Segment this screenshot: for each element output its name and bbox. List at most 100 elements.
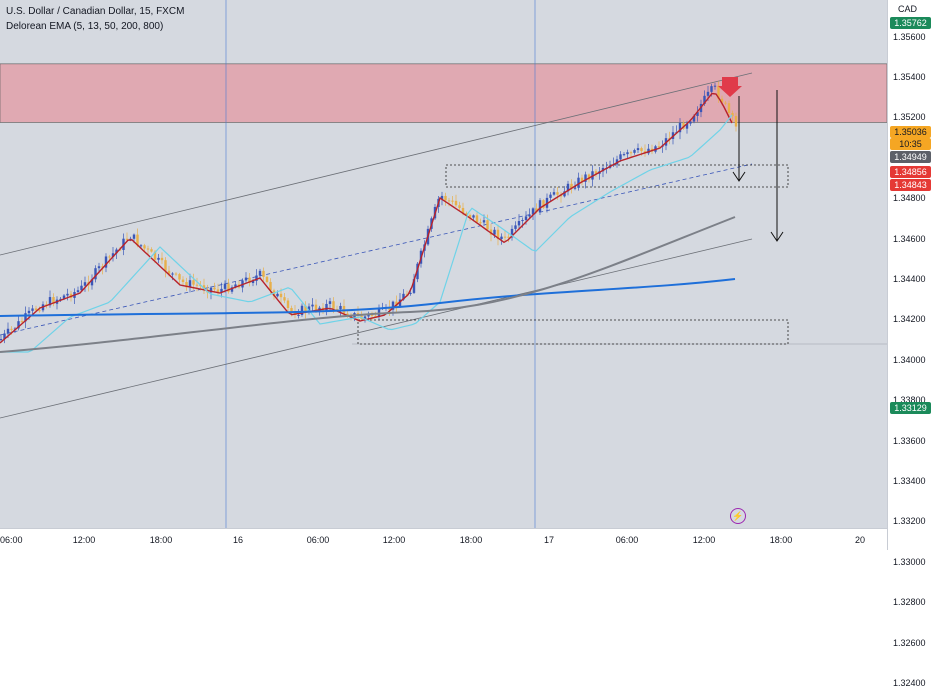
price-tick: 1.35600 [893,31,926,42]
candle [727,103,731,113]
candle [731,112,734,117]
candle [640,148,643,152]
candle [496,229,500,240]
candle [717,85,720,99]
candle [573,187,577,189]
candle [720,98,724,103]
candle [685,123,689,129]
symbol-title[interactable]: U.S. Dollar / Canadian Dollar, 15, FXCM [6,6,185,17]
candle [594,171,598,174]
candle [510,228,514,238]
candle [17,321,20,329]
candle [20,321,24,323]
candle [171,273,174,275]
target-box-lower [357,319,789,345]
candle [34,308,38,311]
time-tick: 18:00 [149,535,173,545]
candle [626,152,629,155]
channel-upper-line [0,72,753,256]
candle [265,276,269,282]
candle [258,270,262,276]
candle [97,266,101,269]
candle [447,200,451,202]
candle [83,282,87,286]
candle [118,249,122,251]
candle [570,183,573,188]
candle [335,308,339,310]
candle [31,308,34,311]
ema-800-line [0,216,736,353]
candle [146,248,150,250]
price-tick: 1.33600 [893,435,926,446]
candle [80,285,83,291]
bar-countdown-label: 10:35 [890,138,931,150]
candle [377,308,381,316]
red-down-arrow-icon [718,77,742,97]
price-axis[interactable]: CAD 1.356001.354001.352001.350001.348001… [887,0,932,688]
price-tick: 1.35400 [893,72,926,82]
candle [566,183,570,192]
candle [633,150,636,153]
candle [542,200,545,208]
candle [528,214,531,217]
candle [297,314,300,316]
candle [538,200,542,213]
candle [143,245,146,249]
price-tick: 1.35200 [893,112,926,123]
candle [139,245,143,247]
candle [328,301,332,304]
candle [440,195,444,199]
target-box-upper [445,164,789,188]
candle [524,216,528,220]
time-tick: 06:00 [615,535,639,545]
candle [234,284,237,288]
candle [94,268,97,280]
indicator-legend[interactable]: Delorean EMA (5, 13, 50, 200, 800) [6,21,164,32]
ema-13-line [0,92,733,344]
candle [451,200,454,202]
candle [713,85,717,87]
time-tick: 18:00 [769,535,793,545]
candle [374,315,377,317]
candle [209,287,213,293]
candle [283,297,286,301]
candle [391,301,395,310]
candle [136,234,139,246]
candle [734,116,738,127]
candle [0,339,3,341]
candle [703,95,706,104]
time-tick: 16 [232,535,244,545]
candle [461,207,465,214]
chart-canvas[interactable] [0,0,887,528]
candle [563,191,566,197]
candle [230,287,234,292]
candle [398,299,402,307]
candle [696,112,699,116]
candle [216,289,220,293]
time-tick: 20 [854,535,866,545]
candle [223,283,227,289]
candle [276,293,279,297]
candle [549,194,552,198]
chart-plot-area[interactable]: U.S. Dollar / Canadian Dollar, 15, FXCM … [0,0,887,528]
candle [132,234,136,239]
candle [269,281,272,291]
time-tick: 18:00 [459,535,483,545]
time-tick: 17 [543,535,555,545]
candle [479,222,482,224]
candle [24,313,27,322]
time-axis[interactable]: 06:00 12:00 18:00 16 06:00 12:00 18:00 17 06:00 1… [0,528,887,551]
price-tick: 1.32400 [893,678,926,688]
lightning-bolt-icon[interactable]: ⚡ [730,508,746,524]
channel-lower-line [0,238,753,419]
candle [62,295,66,299]
candle [405,293,409,295]
ema-price-label: 1.34949 [890,151,931,163]
candle [318,307,321,311]
candle [682,122,685,129]
candle [332,301,335,309]
candle [27,310,31,314]
candle [174,273,178,275]
candle [486,220,489,230]
candle [454,200,458,206]
